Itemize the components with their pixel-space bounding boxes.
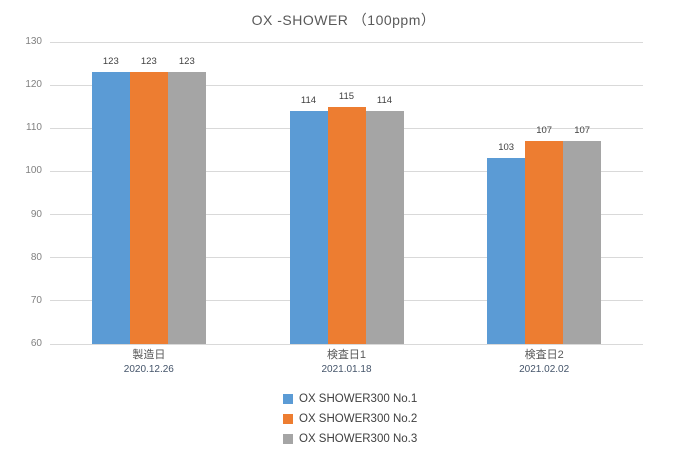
- legend-swatch-icon: [283, 414, 293, 424]
- legend-label: OX SHOWER300 No.3: [299, 433, 418, 445]
- bar-value-label: 123: [178, 56, 195, 68]
- bar: [91, 72, 130, 344]
- y-axis-tick-label: 90: [30, 208, 42, 220]
- legend-item: OX SHOWER300 No.1: [283, 389, 417, 409]
- gridline: [50, 41, 643, 43]
- bar-value-label: 123: [102, 56, 119, 68]
- bar: [487, 158, 526, 344]
- bar-value-label: 114: [376, 95, 393, 107]
- bar-value-label: 107: [536, 125, 553, 137]
- category-label: 検査日2: [524, 349, 564, 361]
- bar: [327, 106, 366, 344]
- y-axis-tick-label: 110: [26, 122, 42, 134]
- y-axis-tick-label: 120: [25, 79, 42, 91]
- bar-value-label: 103: [498, 142, 515, 154]
- legend-item: OX SHOWER300 No.3: [283, 429, 417, 449]
- legend-label: OX SHOWER300 No.2: [299, 413, 418, 425]
- bar-value-label: 114: [300, 95, 317, 107]
- category-date-label: 2021.01.18: [321, 364, 372, 375]
- legend-item: OX SHOWER300 No.2: [283, 409, 417, 429]
- y-axis-tick-label: 130: [25, 36, 42, 47]
- gridline: [50, 84, 643, 86]
- category-date-label: 2020.12.26: [123, 364, 174, 375]
- y-axis-tick-label: 80: [30, 251, 42, 263]
- category-label: 検査日1: [326, 349, 367, 361]
- legend-swatch-icon: [283, 394, 293, 404]
- legend-swatch-icon: [283, 434, 293, 444]
- category-label: 製造日: [132, 349, 166, 361]
- bar: [365, 111, 404, 344]
- bar: [129, 72, 168, 344]
- bar: [563, 141, 602, 344]
- chart-title: OX -SHOWER （100ppm）: [251, 12, 436, 28]
- category-date-label: 2021.02.02: [519, 364, 570, 375]
- y-axis-tick-label: 100: [25, 165, 42, 177]
- legend-label: OX SHOWER300 No.1: [299, 393, 418, 405]
- bar-value-label: 115: [338, 90, 355, 102]
- y-axis-tick-label: 60: [30, 338, 42, 349]
- bar-value-label: 107: [574, 125, 591, 137]
- bar: [289, 111, 328, 344]
- legend: OX SHOWER300 No.1 OX SHOWER300 No.2 OX SHO…: [283, 389, 417, 449]
- gridline: [50, 343, 643, 345]
- bar: [525, 141, 564, 344]
- bar-value-label: 123: [140, 56, 157, 68]
- y-axis-tick-label: 70: [30, 294, 42, 306]
- bar: [167, 72, 206, 344]
